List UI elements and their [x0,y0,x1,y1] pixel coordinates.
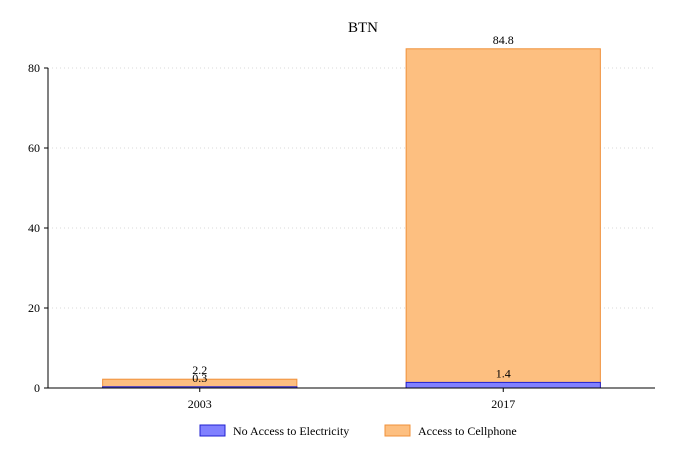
legend-label: Access to Cellphone [418,424,517,438]
bar [405,381,601,389]
bars [102,48,601,389]
data-label: 2.2 [192,363,207,377]
axes: 0 20 40 60 80 2003 2017 [28,61,655,411]
x-tick-label: 2003 [188,397,212,411]
data-label: 0.3 [192,371,207,385]
legend-swatch [384,424,411,437]
y-tick-label: 80 [28,61,40,75]
data-label: 84.8 [493,33,514,47]
x-tick-label: 2017 [491,397,515,411]
legend-swatch [199,424,226,437]
legend-label: No Access to Electricity [233,424,349,438]
chart-title: BTN [348,20,378,36]
y-tick-label: 0 [34,381,40,395]
data-labels: 2.2 84.8 0.3 1.4 [192,33,514,385]
y-tick-label: 60 [28,141,40,155]
y-tick-label: 20 [28,301,40,315]
legend: No Access to Electricity Access to Cellph… [199,424,517,438]
bar [405,48,601,389]
data-label: 1.4 [496,366,511,380]
y-tick-label: 40 [28,221,40,235]
